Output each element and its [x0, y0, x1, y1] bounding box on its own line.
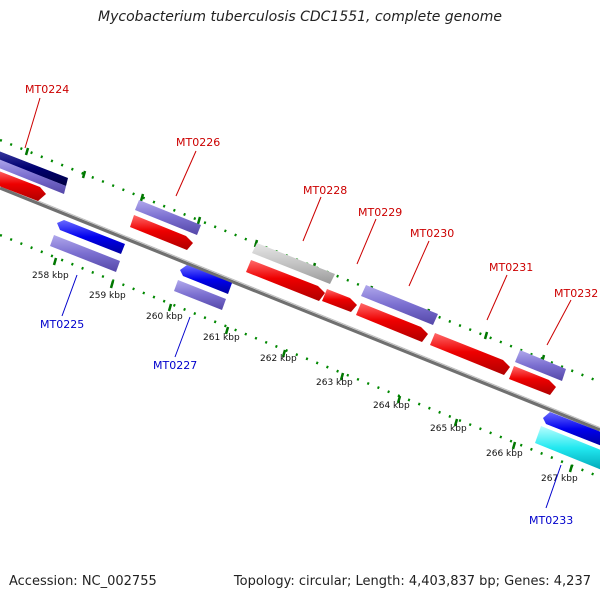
tick-label-266: 266 kbp: [486, 449, 523, 459]
gene-arrow-mt0229[interactable]: [322, 289, 357, 312]
gene-label-mt0229[interactable]: MT0229: [358, 206, 402, 219]
gene-block-mt0226[interactable]: [135, 200, 201, 235]
gene-block-mt0232[interactable]: [515, 350, 566, 381]
tick-label-263: 263 kbp: [316, 378, 353, 388]
gene-label-mt0228[interactable]: MT0228: [303, 184, 347, 197]
gene-arrow-mt0232[interactable]: [509, 366, 556, 395]
tick-label-261: 261 kbp: [203, 333, 240, 343]
tick-label-262: 262 kbp: [260, 354, 297, 364]
lower-tick-rail: [0, 233, 600, 479]
gene-block-mt0230[interactable]: [361, 285, 438, 325]
gene-arrow-mt0231[interactable]: [430, 333, 510, 375]
gene-arrow-mt0224-red[interactable]: [0, 170, 46, 201]
gene-block-mt0225[interactable]: [50, 235, 120, 272]
gene-label-mt0226[interactable]: MT0226: [176, 136, 220, 149]
tick-label-265: 265 kbp: [430, 424, 467, 434]
forward-leader-lines: [24, 97, 572, 346]
gene-label-mt0232[interactable]: MT0232: [554, 287, 598, 300]
gene-label-mt0225[interactable]: MT0225: [40, 318, 84, 331]
gene-arrow-mt0225[interactable]: [57, 220, 125, 254]
gene-block-mt0228[interactable]: [252, 243, 335, 284]
gene-label-mt0230[interactable]: MT0230: [410, 227, 454, 240]
tick-label-258: 258 kbp: [32, 271, 69, 281]
upper-tick-rail: [0, 138, 600, 384]
gene-arrow-mt0230[interactable]: [356, 303, 428, 342]
tick-label-259: 259 kbp: [89, 291, 126, 301]
tick-label-260: 260 kbp: [146, 312, 183, 322]
genome-summary-text: Topology: circular; Length: 4,403,837 bp…: [233, 574, 591, 589]
lower-major-ticks: [52, 257, 574, 473]
gene-block-mt0233[interactable]: [535, 426, 600, 470]
gene-label-mt0231[interactable]: MT0231: [489, 261, 533, 274]
gene-label-mt0233[interactable]: MT0233: [529, 514, 573, 527]
reverse-leader-lines: [61, 274, 562, 509]
tick-label-267: 267 kbp: [541, 474, 578, 484]
gene-arrow-mt0227[interactable]: [180, 265, 232, 294]
gene-arrow-mt0226[interactable]: [130, 215, 193, 250]
gene-arrow-mt0228[interactable]: [246, 260, 325, 301]
gene-block-mt0227[interactable]: [174, 280, 226, 310]
genome-backbone: [0, 186, 600, 432]
gene-label-mt0227[interactable]: MT0227: [153, 359, 197, 372]
gene-block-mt0224-purple[interactable]: [0, 158, 66, 194]
gene-label-mt0224[interactable]: MT0224: [25, 83, 69, 96]
accession-text: Accession: NC_002755: [9, 574, 157, 589]
tick-label-264: 264 kbp: [373, 401, 410, 411]
gene-arrow-mt0224-navy[interactable]: [0, 150, 68, 186]
map-title: Mycobacterium tuberculosis CDC1551, comp…: [98, 9, 502, 25]
gene-arrow-mt0233-blue[interactable]: [543, 412, 600, 446]
